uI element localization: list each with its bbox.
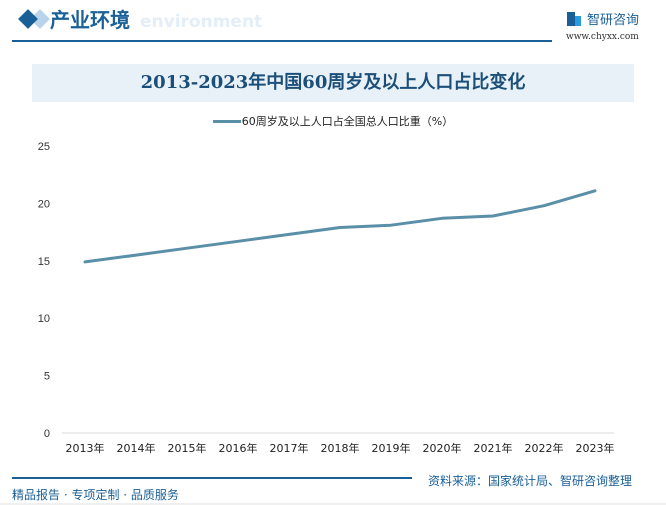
x-tick-label: 2018年 [321, 441, 360, 455]
y-tick-label: 15 [38, 256, 50, 268]
footer-divider [12, 477, 412, 479]
x-axis: 2013年 2014年 2015年 2016年 2017年 2018年 2019年 2020年… [66, 441, 615, 455]
bottom-bar [0, 503, 666, 505]
brand-logo: 智研咨询 [567, 9, 639, 28]
y-tick-label: 5 [44, 371, 50, 383]
x-tick-label: 2022年 [525, 441, 564, 455]
chart-title-band: 2013-2023年中国60周岁及以上人口占比变化 [32, 64, 634, 102]
legend-line-swatch [212, 119, 241, 123]
x-tick-label: 2021年 [474, 441, 513, 455]
y-axis: 0 5 10 15 20 25 [38, 141, 50, 440]
y-tick-label: 25 [38, 141, 50, 153]
x-tick-label: 2014年 [117, 441, 156, 455]
x-tick-label: 2020年 [423, 441, 462, 455]
y-tick-label: 0 [44, 428, 50, 440]
x-tick-label: 2019年 [372, 441, 411, 455]
page-header: environment 产业环境 智研咨询 www.chyxx.com [0, 0, 666, 45]
x-tick-label: 2017年 [270, 441, 309, 455]
legend-label: 60周岁及以上人口占全国总人口比重（%） [241, 115, 454, 128]
section-subtitle: environment [140, 12, 263, 32]
logo-mark-icon [567, 11, 581, 26]
y-tick-label: 10 [38, 313, 50, 325]
series-line [83, 189, 597, 264]
logo-url: www.chyxx.com [566, 32, 639, 42]
chart-legend: 60周岁及以上人口占全国总人口比重（%） [0, 113, 666, 129]
y-tick-label: 20 [38, 198, 50, 210]
footer-tagline: 精品报告 · 专项定制 · 品质服务 [12, 488, 179, 502]
x-tick-label: 2015年 [168, 441, 207, 455]
x-tick-label: 2016年 [219, 441, 258, 455]
chart-title: 2013-2023年中国60周岁及以上人口占比变化 [140, 72, 526, 93]
data-source: 资料来源：国家统计局、智研咨询整理 [428, 474, 633, 488]
x-tick-label: 2023年 [576, 441, 615, 455]
logo-name: 智研咨询 [587, 13, 640, 28]
x-tick-label: 2013年 [66, 441, 105, 455]
section-title: 产业环境 [50, 8, 130, 32]
header-divider [12, 40, 552, 42]
